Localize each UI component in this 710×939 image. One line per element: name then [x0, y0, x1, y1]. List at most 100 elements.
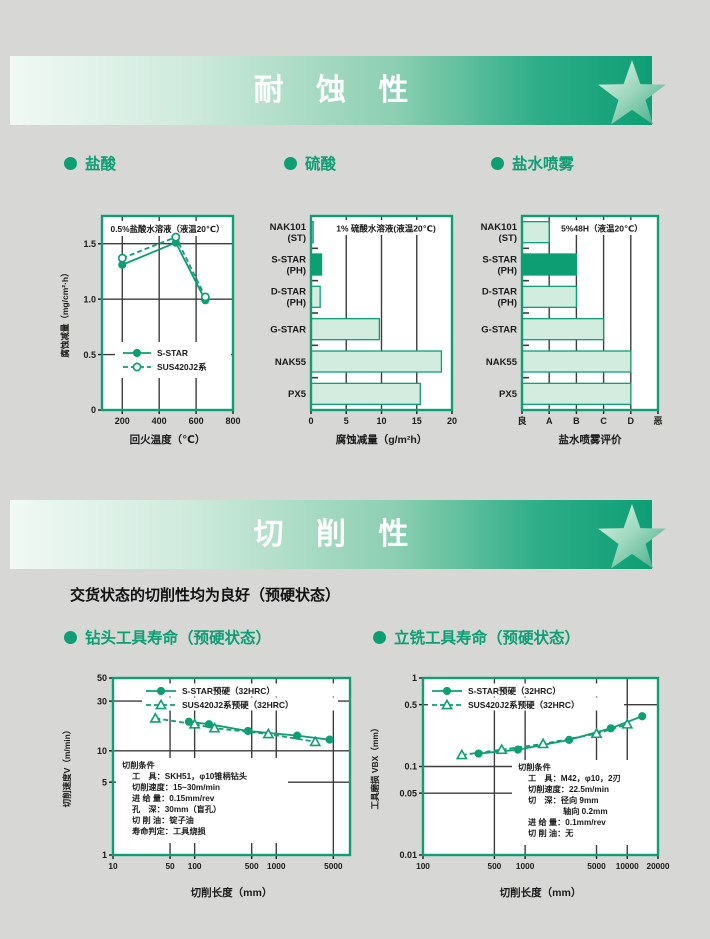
- svg-text:良: 良: [517, 415, 526, 426]
- bullet-icon: [491, 156, 504, 170]
- svg-text:10: 10: [97, 746, 107, 756]
- svg-text:400: 400: [152, 416, 167, 426]
- machinability-banner-title: 切 削 性: [253, 518, 421, 551]
- svg-text:100: 100: [188, 861, 202, 871]
- svg-text:切 削 油：无: 切 削 油：无: [528, 828, 574, 838]
- svg-text:NAK101: NAK101: [270, 222, 307, 233]
- svg-text:B: B: [573, 416, 580, 426]
- svg-text:5000: 5000: [324, 861, 343, 871]
- svg-text:切削条件: 切削条件: [122, 760, 155, 770]
- svg-text:5: 5: [102, 777, 107, 787]
- svg-text:1% 硫酸水溶液(液温20℃): 1% 硫酸水溶液(液温20℃): [336, 224, 436, 234]
- subsection-hcl: 盐酸: [64, 152, 116, 174]
- svg-text:腐蚀减量（mg/cm²·h）: 腐蚀减量（mg/cm²·h）: [60, 268, 70, 357]
- svg-text:切削长度（mm）: 切削长度（mm）: [500, 886, 582, 899]
- svg-text:1.5: 1.5: [83, 239, 96, 249]
- svg-text:500: 500: [245, 861, 259, 871]
- svg-text:孔 深：30mm（盲孔）: 孔 深：30mm（盲孔）: [132, 804, 221, 814]
- svg-text:盐水喷雾评价: 盐水喷雾评价: [559, 433, 622, 446]
- svg-text:工 具：M42，φ10，2刃: 工 具：M42，φ10，2刃: [528, 774, 621, 783]
- svg-text:进 给 量：0.15mm/rev: 进 给 量：0.15mm/rev: [132, 793, 215, 803]
- svg-text:寿命判定：工具烧损: 寿命判定：工具烧损: [131, 826, 207, 836]
- svg-text:切 削 油：锭子油: 切 削 油：锭子油: [132, 815, 194, 825]
- svg-text:切削速度V（m/min）: 切削速度V（m/min）: [62, 726, 72, 808]
- svg-text:0: 0: [91, 405, 96, 415]
- svg-text:600: 600: [189, 416, 204, 426]
- svg-text:D-STAR: D-STAR: [482, 287, 517, 298]
- svg-text:C: C: [600, 416, 607, 426]
- svg-text:D: D: [628, 416, 635, 426]
- svg-text:20000: 20000: [646, 861, 669, 871]
- bullet-icon: [284, 156, 297, 170]
- svg-text:S-STAR: S-STAR: [482, 254, 517, 265]
- svg-text:1000: 1000: [516, 861, 535, 871]
- svg-text:50: 50: [165, 861, 175, 871]
- svg-text:1.0: 1.0: [83, 294, 96, 304]
- svg-text:G-STAR: G-STAR: [481, 324, 517, 335]
- svg-text:工 具：SKH51，φ10锥柄钻头: 工 具：SKH51，φ10锥柄钻头: [132, 771, 247, 781]
- svg-text:SUS420J2系: SUS420J2系: [157, 362, 207, 372]
- svg-text:10: 10: [376, 416, 386, 426]
- corrosion-banner-title: 耐 蚀 性: [253, 74, 421, 107]
- svg-text:100: 100: [416, 861, 430, 871]
- star-icon: [598, 504, 666, 569]
- svg-text:切削长度（mm）: 切削长度（mm）: [191, 886, 273, 899]
- svg-text:NAK55: NAK55: [486, 357, 518, 368]
- svg-text:1000: 1000: [267, 861, 286, 871]
- svg-text:5: 5: [344, 416, 349, 426]
- svg-text:0.1: 0.1: [404, 762, 417, 772]
- svg-text:S-STAR: S-STAR: [271, 254, 306, 265]
- svg-text:0.05: 0.05: [399, 788, 417, 798]
- subsection-endmill-life: 立铣工具寿命（预硬状态）: [373, 626, 580, 648]
- svg-text:(ST): (ST): [288, 233, 306, 244]
- svg-text:切削速度：22.5m/min: 切削速度：22.5m/min: [528, 784, 609, 794]
- bullet-icon: [64, 156, 77, 170]
- star-icon: [598, 60, 666, 125]
- svg-text:30: 30: [97, 696, 107, 706]
- svg-text:切削速度：15~30m/min: 切削速度：15~30m/min: [132, 782, 220, 792]
- svg-text:(PH): (PH): [497, 298, 517, 309]
- svg-text:10: 10: [108, 861, 118, 871]
- svg-text:0.01: 0.01: [399, 850, 417, 860]
- subsection-label: 硫酸: [305, 156, 337, 173]
- svg-text:SUS420J2系预硬（32HRC）: SUS420J2系预硬（32HRC）: [468, 700, 579, 710]
- svg-text:200: 200: [115, 416, 130, 426]
- subsection-h2so4: 硫酸: [284, 152, 336, 174]
- subsection-label: 立铣工具寿命（预硬状态）: [394, 630, 581, 647]
- svg-text:SUS420J2系预硬（32HRC）: SUS420J2系预硬（32HRC）: [182, 700, 293, 710]
- svg-text:S-STAR: S-STAR: [157, 348, 188, 358]
- hcl-corrosion-chart: 0.5%盐酸水溶液（液温20℃） S-STAR SUS420J2系 200 400 600…: [60, 214, 241, 446]
- machinability-intro: 交货状态的切削性均为良好（预硬状态）: [70, 587, 341, 604]
- machinability-banner: 切 削 性: [10, 500, 652, 569]
- svg-text:恶: 恶: [653, 416, 662, 426]
- subsection-drill-life: 钻头工具寿命（预硬状态）: [64, 626, 271, 648]
- svg-text:轴向 0.2mm: 轴向 0.2mm: [528, 806, 608, 816]
- svg-text:NAK101: NAK101: [481, 222, 518, 233]
- subsection-label: 钻头工具寿命（预硬状态）: [85, 630, 272, 647]
- svg-text:500: 500: [487, 861, 501, 871]
- svg-text:PX5: PX5: [499, 389, 518, 400]
- svg-text:切 深：径向 9mm: 切 深：径向 9mm: [528, 795, 599, 805]
- bullet-icon: [64, 630, 77, 644]
- subsection-label: 盐酸: [85, 156, 117, 173]
- svg-text:腐蚀减量（g/m²h）: 腐蚀减量（g/m²h）: [336, 433, 428, 446]
- svg-text:S-STAR预硬（32HRC）: S-STAR预硬（32HRC）: [182, 686, 275, 696]
- svg-text:S-STAR预硬（32HRC）: S-STAR预硬（32HRC）: [468, 686, 561, 696]
- svg-text:G-STAR: G-STAR: [270, 324, 306, 335]
- subsection-saltspray: 盐水喷雾: [491, 152, 574, 174]
- svg-text:5000: 5000: [587, 861, 606, 871]
- svg-text:20: 20: [447, 416, 457, 426]
- svg-text:D-STAR: D-STAR: [271, 287, 306, 298]
- svg-text:回火温度（℃）: 回火温度（℃）: [130, 433, 206, 446]
- salt-spray-chart: 5%48H（液温20℃）NAK101(ST)S-STAR(PH)D-STAR(P…: [481, 214, 663, 446]
- sulfuric-acid-chart: 1% 硫酸水溶液(液温20℃)NAK101(ST)S-STAR(PH)D-STA…: [270, 214, 457, 446]
- bullet-icon: [373, 630, 386, 644]
- svg-text:PX5: PX5: [288, 389, 307, 400]
- svg-text:0.5: 0.5: [404, 700, 417, 710]
- svg-text:5%48H（液温20℃）: 5%48H（液温20℃）: [561, 224, 643, 234]
- svg-text:50: 50: [97, 673, 107, 683]
- svg-text:NAK55: NAK55: [275, 357, 307, 368]
